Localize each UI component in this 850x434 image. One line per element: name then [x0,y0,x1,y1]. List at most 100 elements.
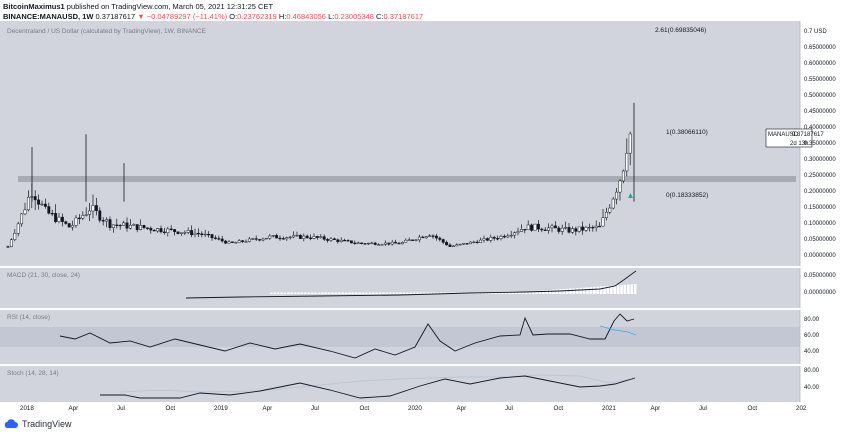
candle-body [271,235,275,237]
current-price-marker [765,128,813,148]
high-label: H: [278,12,287,21]
candle-body [567,227,571,233]
candle-body [40,203,44,206]
candle-body [625,152,629,172]
macd-histogram-bar [545,290,548,294]
macd-histogram-bar [341,292,344,294]
marker-value: 0.37187617 [792,132,824,138]
macd-histogram-bar [389,292,392,294]
ohlc-legend: BINANCE:MANAUSD, 1W 0.37187617 ▼ −0.0478… [3,12,423,21]
candle-body [373,242,377,245]
candle-body [343,239,347,242]
candle-body [179,232,183,234]
time-scale[interactable] [0,402,850,413]
candle-body [176,231,180,234]
candle-body [288,236,292,239]
candle-body [377,244,381,246]
macd-histogram-bar [344,292,348,294]
candle-body [329,238,333,241]
candle-body [346,240,350,242]
candle-body [71,225,75,228]
stoch-d-line [119,374,631,393]
macd-histogram-bar [273,292,276,294]
stoch-k-line [100,375,636,399]
candle-body [200,233,204,235]
candle-body [485,238,489,241]
rsi-axis-tick: 80.00 [804,317,820,323]
candle-body [156,228,160,232]
macd-histogram-bar [497,292,501,294]
candle-body [577,226,581,232]
price-axis-tick: 0.7 USD [804,29,827,35]
marker-countdown: 2d 13h [790,141,808,147]
macd-histogram-bar [385,292,389,294]
symbol-line[interactable]: BINANCE:MANAUSD, 1W [3,12,94,21]
candle-body [530,224,534,231]
candle-body [264,237,268,240]
candle-body [349,240,353,244]
support-resistance-band[interactable] [18,176,796,182]
macd-histogram-bar [593,286,596,294]
author-name[interactable]: BitcoinMaximus1 [3,2,65,11]
candle-body [91,205,95,212]
candle-body [241,240,245,242]
price-axis-tick: 0.20000000 [804,189,836,195]
stoch-axis-tick: 80.00 [804,368,820,374]
price-scale[interactable] [800,21,850,402]
macd-series [185,270,637,299]
tradingview-footer[interactable]: TradingView [3,417,72,431]
candle-body [98,210,102,221]
chart-canvas[interactable]: Decentraland / US Dollar (calculated by … [0,21,850,413]
candle-body [451,245,455,247]
candle-body [64,221,68,224]
macd-histogram-bar [293,292,297,294]
time-axis-tick: 2020 [408,405,422,412]
macd-histogram-bar [378,292,382,294]
macd-histogram-bar [569,288,572,294]
macd-histogram-bar [518,292,521,294]
macd-histogram-bar [361,292,365,294]
stoch-pane-background[interactable] [0,366,800,402]
macd-histogram-bar [589,287,593,294]
time-axis-tick: Apr [263,405,273,412]
macd-histogram-bar [606,285,610,294]
up-arrow-icon [628,193,633,198]
macd-axis-tick: 0.00000000 [804,290,836,296]
candle-body [305,235,309,239]
candle-body [315,236,319,238]
candle-body [81,215,85,219]
candle-body [407,239,411,241]
macd-histogram-bar [610,285,613,294]
candle-body [254,238,258,240]
fib-level-0-label: 0(0.18333852) [666,192,708,199]
macd-histogram-bar [375,292,378,294]
candle-body [360,242,364,244]
macd-histogram-bar [599,286,603,294]
macd-histogram-bar [429,292,433,294]
macd-histogram-bar [304,292,307,294]
macd-histogram-bar [603,286,606,294]
candle-body [543,229,547,231]
candle-body [125,222,129,229]
macd-histogram-bar [579,287,582,294]
candle-body [67,223,71,228]
candle-body [77,217,81,220]
macd-histogram-bar [321,292,324,294]
macd-histogram-bar [290,292,293,294]
macd-histogram-bar [368,292,372,294]
candle-body [608,207,612,213]
macd-histogram-bar [348,292,351,294]
macd-histogram-bar [334,292,338,294]
candle-body [417,236,421,241]
candle-body [118,224,122,227]
candle-body [506,235,510,238]
candle-body [234,242,238,244]
macd-pane-background[interactable] [0,268,800,308]
candle-body [50,212,54,215]
candle-body [309,237,313,239]
candle-body [400,242,404,245]
candle-body [326,239,330,241]
candle-body [281,238,285,240]
marker-symbol: MANAUSD [768,132,799,138]
candle-body [47,206,51,214]
